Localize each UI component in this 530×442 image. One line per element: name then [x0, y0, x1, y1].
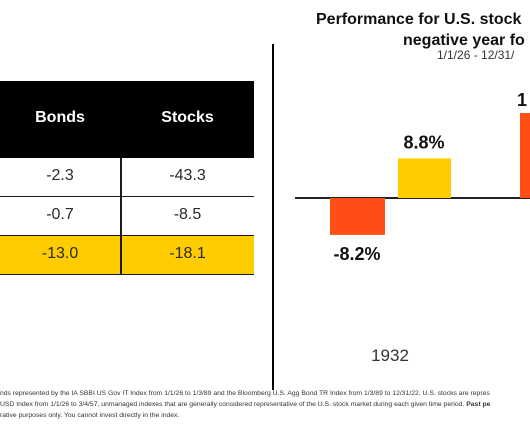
stocks-cell: -18.1	[169, 245, 206, 262]
stocks-cell: -8.5	[173, 206, 202, 223]
table-row: -2.3 -43.3	[0, 158, 254, 197]
footnote-line: USD Index from 1/1/26 to 3/4/57, unmanag…	[0, 401, 491, 408]
bonds-cell: -2.3	[46, 167, 74, 184]
footnote: nds represented by the IA SBBI US Gov IT…	[0, 388, 490, 421]
x-tick-label: 1932	[371, 346, 409, 365]
bar-bonds	[398, 158, 451, 198]
chart-title-line2: negative year fo	[403, 32, 525, 49]
footnote-line: nds represented by the IA SBBI US Gov IT…	[0, 390, 490, 397]
chart-title-line1: Performance for U.S. stock	[316, 11, 522, 28]
bonds-cell: -0.7	[46, 206, 74, 223]
bar-label-bonds: 8.8%	[403, 132, 444, 152]
bonds-cell: -13.0	[41, 245, 79, 262]
bar-stocks	[330, 198, 385, 235]
bar-label-stocks: -8.2%	[333, 244, 380, 264]
section-divider	[272, 44, 274, 390]
bar-partial	[520, 113, 530, 198]
bar-chart: -8.2% 8.8% 1 1932	[295, 90, 530, 365]
table-row: -0.7 -8.5	[0, 197, 254, 236]
bar-label-partial: 1	[517, 90, 527, 110]
column-divider	[120, 158, 122, 275]
footnote-line: rative purposes only. You cannot invest …	[0, 412, 180, 419]
bonds-header: Bonds	[35, 109, 85, 126]
table-header: Bonds Stocks	[0, 81, 254, 158]
stocks-header: Stocks	[161, 109, 214, 126]
table-row-highlight: -13.0 -18.1	[0, 236, 254, 275]
chart-subtitle: 1/1/26 - 12/31/	[437, 48, 515, 62]
stocks-cell: -43.3	[169, 167, 206, 184]
